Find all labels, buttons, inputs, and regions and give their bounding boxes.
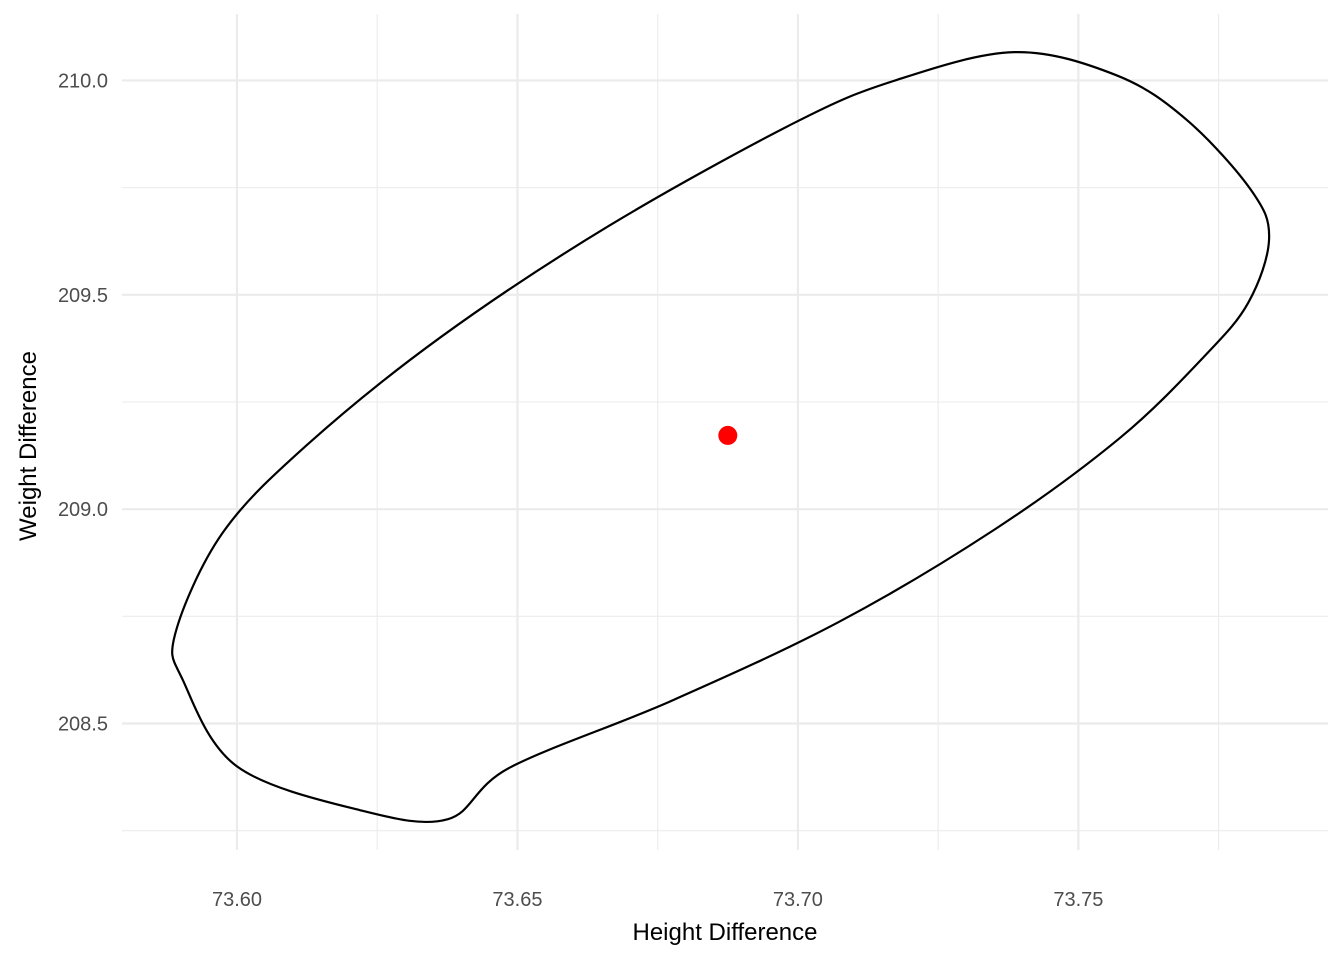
y-axis-title: Weight Difference	[15, 351, 42, 541]
x-axis-tick-labels: 73.60 73.65 73.70 73.75	[212, 889, 1103, 911]
x-axis-title: Height Difference	[633, 919, 818, 946]
major-gridlines	[122, 14, 1328, 850]
minor-gridlines	[122, 14, 1328, 850]
y-tick-label-2: 209.5	[58, 285, 108, 307]
plot-data	[171, 51, 1271, 824]
y-tick-label-0: 208.5	[58, 714, 108, 736]
x-tick-label-3: 73.75	[1053, 889, 1103, 911]
x-tick-label-0: 73.60	[212, 889, 262, 911]
y-tick-label-1: 209.0	[58, 499, 108, 521]
y-tick-label-3: 210.0	[58, 70, 108, 92]
confidence-ellipse	[171, 51, 1271, 824]
mean-point	[718, 425, 738, 445]
y-axis-tick-labels: 208.5 209.0 209.5 210.0	[58, 70, 108, 735]
x-tick-label-2: 73.70	[773, 889, 823, 911]
x-tick-label-1: 73.65	[492, 889, 542, 911]
